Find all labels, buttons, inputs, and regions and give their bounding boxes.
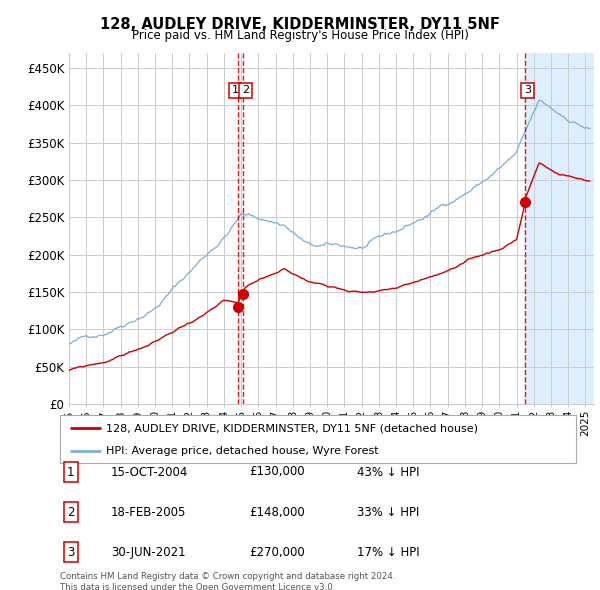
Text: 17% ↓ HPI: 17% ↓ HPI — [357, 546, 419, 559]
Text: 18-FEB-2005: 18-FEB-2005 — [111, 506, 187, 519]
Text: 30-JUN-2021: 30-JUN-2021 — [111, 546, 185, 559]
Text: 43% ↓ HPI: 43% ↓ HPI — [357, 466, 419, 478]
Text: 2: 2 — [242, 86, 250, 96]
Text: 128, AUDLEY DRIVE, KIDDERMINSTER, DY11 5NF: 128, AUDLEY DRIVE, KIDDERMINSTER, DY11 5… — [100, 17, 500, 31]
Text: 128, AUDLEY DRIVE, KIDDERMINSTER, DY11 5NF (detached house): 128, AUDLEY DRIVE, KIDDERMINSTER, DY11 5… — [106, 423, 478, 433]
Text: Price paid vs. HM Land Registry's House Price Index (HPI): Price paid vs. HM Land Registry's House … — [131, 30, 469, 42]
Text: 2: 2 — [67, 506, 74, 519]
Bar — [525, 53, 600, 404]
Text: 15-OCT-2004: 15-OCT-2004 — [111, 466, 188, 478]
Text: 33% ↓ HPI: 33% ↓ HPI — [357, 506, 419, 519]
Text: £148,000: £148,000 — [249, 506, 305, 519]
Text: Contains HM Land Registry data © Crown copyright and database right 2024.
This d: Contains HM Land Registry data © Crown c… — [60, 572, 395, 590]
Text: HPI: Average price, detached house, Wyre Forest: HPI: Average price, detached house, Wyre… — [106, 446, 379, 456]
Text: £130,000: £130,000 — [249, 466, 305, 478]
Text: 1: 1 — [232, 86, 238, 96]
Text: £270,000: £270,000 — [249, 546, 305, 559]
Text: 3: 3 — [524, 86, 531, 96]
Text: 3: 3 — [67, 546, 74, 559]
Text: 1: 1 — [67, 466, 74, 478]
